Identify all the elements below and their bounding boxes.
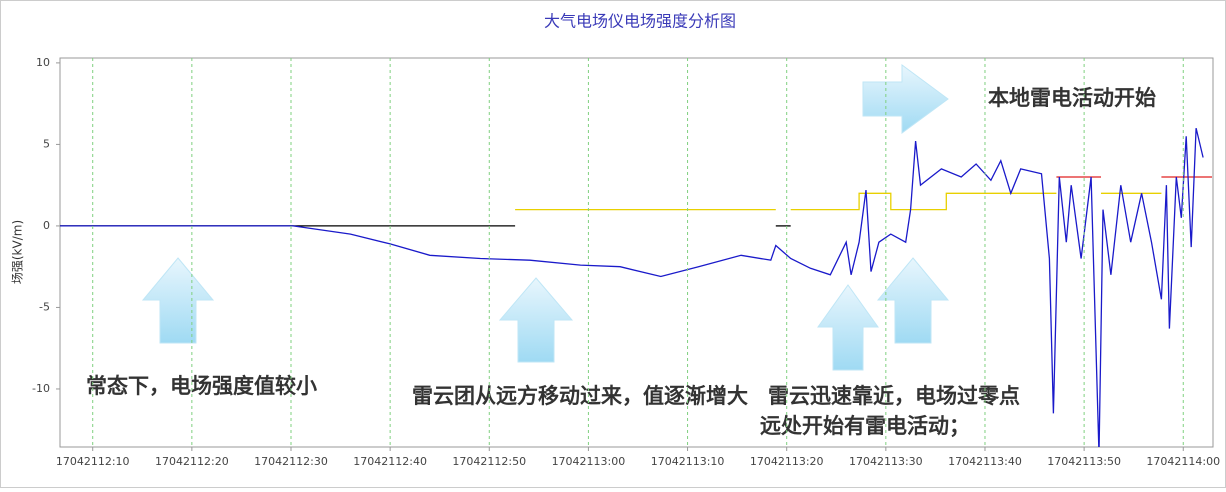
x-tick-label: 17042113:10 bbox=[651, 455, 725, 468]
series-line bbox=[60, 127, 1204, 447]
arrows bbox=[141, 64, 950, 371]
x-tick-label: 17042113:20 bbox=[750, 455, 824, 468]
y-tick-label: 0 bbox=[43, 219, 50, 232]
chart-title: 大气电场仪电场强度分析图 bbox=[544, 12, 736, 31]
arrow bbox=[141, 257, 215, 344]
x-tick-label: 17042114:00 bbox=[1146, 455, 1220, 468]
x-tick-label: 17042113:30 bbox=[849, 455, 923, 468]
y-axis-label: 场强(kV/m) bbox=[11, 220, 25, 284]
annotation: 本地雷电活动开始 bbox=[988, 86, 1156, 110]
y-tick-label: 5 bbox=[43, 137, 50, 150]
x-tick-label: 17042113:50 bbox=[1047, 455, 1121, 468]
x-tick-label: 17042113:00 bbox=[552, 455, 626, 468]
arrow bbox=[876, 257, 950, 344]
y-tick-label: -10 bbox=[32, 382, 50, 395]
annotation: 常态下，电场强度值较小 bbox=[86, 374, 317, 398]
annotation: 雷云团从远方移动过来，值逐渐增大 bbox=[412, 384, 748, 408]
x-tick-label: 17042112:40 bbox=[353, 455, 427, 468]
plot bbox=[60, 127, 1212, 447]
x-tick-label: 17042112:30 bbox=[254, 455, 328, 468]
arrow bbox=[817, 284, 879, 371]
arrow bbox=[862, 64, 949, 134]
x-tick-label: 17042112:50 bbox=[452, 455, 526, 468]
series-line bbox=[790, 192, 1057, 211]
y-tick-label: -5 bbox=[39, 300, 50, 313]
annotation: 雷云迅速靠近，电场过零点 bbox=[768, 384, 1020, 408]
x-tick-label: 17042112:10 bbox=[56, 455, 130, 468]
annotation: 远处开始有雷电活动； bbox=[760, 414, 970, 438]
plot-area bbox=[59, 57, 1214, 448]
x-tick-label: 17042112:20 bbox=[155, 455, 229, 468]
x-tick-label: 17042113:40 bbox=[948, 455, 1022, 468]
arrow bbox=[498, 277, 574, 363]
y-tick-label: 10 bbox=[36, 56, 50, 69]
